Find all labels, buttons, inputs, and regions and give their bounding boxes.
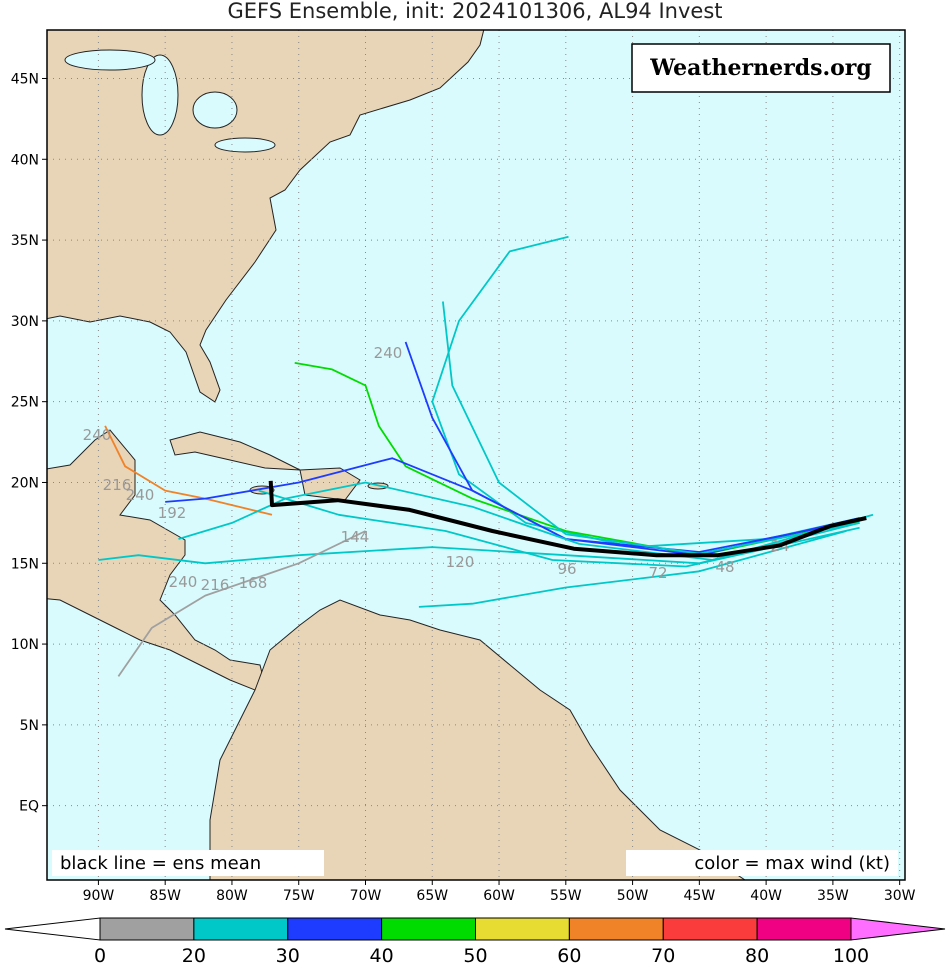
track-label: 240 [374,344,403,362]
track [258,489,860,568]
colorbar-under [4,917,101,941]
colorbar-label: 60 [557,945,581,967]
track-label: 216 [103,476,132,494]
track-label: 240 [169,573,198,591]
cuba [169,431,301,471]
colorbar-label: 50 [463,945,487,967]
track [268,480,867,558]
colorbar-bin [756,917,852,941]
colorbar-label: 40 [370,945,394,967]
lake [192,91,238,129]
colorbar-label: 100 [833,945,869,967]
colorbar-bin [568,917,664,941]
track-label: 216 [201,576,230,594]
track-label: 168 [239,574,268,592]
x-tick-label: 60W [483,888,515,904]
x-tick-label: 90W [83,888,115,904]
track-label: 120 [446,553,475,571]
colorbar-bin [99,917,195,941]
colorbar-bin [381,917,476,941]
colorbar-bin [193,917,289,941]
track-label: 144 [341,528,370,546]
colorbar-over [850,917,946,941]
x-tick-label: 85W [149,888,181,904]
colorbar-label: 20 [182,945,206,967]
y-tick-label: 5N [20,718,39,734]
track [165,457,860,557]
x-tick-label: 30W [884,888,916,904]
track [104,425,273,516]
note-right: color = max wind (kt) [694,853,890,874]
colorbar-label: 0 [94,945,106,967]
track-label: 240 [83,426,112,444]
watermark: Weathernerds.org [649,55,872,81]
track-label: 240 [126,486,155,504]
central-america [47,429,266,691]
x-tick-label: 75W [283,888,315,904]
colorbar-bin [287,917,383,941]
watermark-box [631,43,891,93]
title: GEFS Ensemble, init: 2024101306, AL94 In… [228,0,723,23]
y-tick-label: 35N [11,233,39,249]
y-tick-label: EQ [19,799,39,815]
colorbar-label: 80 [745,945,769,967]
y-tick-label: 10N [11,637,39,653]
colorbar-bin [475,917,570,941]
track [98,522,860,565]
y-tick-label: 40N [11,152,39,168]
x-tick-label: 35W [817,888,849,904]
note-left: black line = ens mean [60,853,261,874]
colorbar-label: 70 [651,945,675,967]
y-tick-label: 25N [11,395,39,411]
y-tick-label: 30N [11,314,39,330]
x-tick-label: 65W [416,888,448,904]
note-box [52,850,324,876]
track [117,530,366,677]
lake [64,49,156,71]
x-tick-label: 70W [350,888,382,904]
track [431,235,860,548]
track [178,481,874,561]
colorbar-label: 30 [276,945,300,967]
colorbar-bin [662,917,758,941]
lake [214,137,276,153]
track-label: 48 [715,558,734,576]
map-frame [46,29,906,881]
y-tick-label: 45N [11,71,39,87]
track [442,301,860,555]
y-tick-label: 20N [11,475,39,491]
x-tick-label: 45W [684,888,716,904]
track-label: 72 [648,564,667,582]
x-tick-label: 40W [750,888,782,904]
lake [141,54,179,136]
y-tick-label: 15N [11,556,39,572]
x-tick-label: 55W [550,888,582,904]
x-tick-label: 80W [216,888,248,904]
note-box [626,850,898,876]
track-label: 96 [557,560,576,578]
land [47,30,746,880]
x-tick-label: 50W [617,888,649,904]
track [418,530,847,608]
track-label: 192 [158,504,187,522]
